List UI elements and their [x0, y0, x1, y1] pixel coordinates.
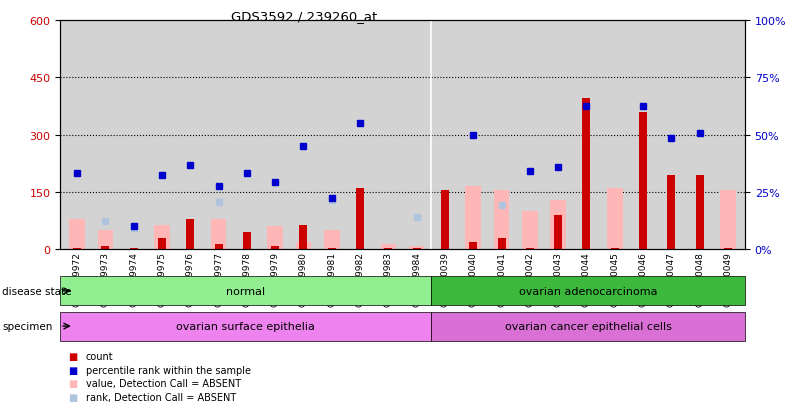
Bar [639, 112, 647, 250]
Text: GDS3592 / 239260_at: GDS3592 / 239260_at [231, 10, 377, 23]
Text: ovarian adenocarcinoma: ovarian adenocarcinoma [519, 286, 658, 296]
Bar [522, 211, 537, 250]
Bar [300, 225, 308, 250]
Bar [696, 176, 703, 250]
Bar [409, 246, 425, 250]
Bar [465, 187, 481, 250]
Bar [73, 248, 81, 250]
Bar [130, 248, 138, 250]
Text: ■: ■ [68, 351, 78, 361]
Text: value, Detection Call = ABSENT: value, Detection Call = ABSENT [86, 378, 241, 388]
Bar [724, 248, 732, 250]
Bar [526, 248, 533, 250]
Text: ovarian surface epithelia: ovarian surface epithelia [176, 321, 315, 331]
Bar [469, 242, 477, 250]
Bar [60, 277, 431, 306]
Bar [268, 227, 283, 250]
Bar [413, 248, 421, 250]
Bar [324, 231, 340, 250]
Bar [215, 244, 223, 250]
Bar [380, 244, 396, 250]
Bar [243, 233, 251, 250]
Bar [356, 189, 364, 250]
Bar [582, 99, 590, 250]
Bar [211, 219, 227, 250]
Text: specimen: specimen [2, 321, 53, 331]
Text: ■: ■ [68, 392, 78, 402]
Bar [607, 189, 622, 250]
Bar [441, 191, 449, 250]
Bar [431, 277, 745, 306]
Bar [187, 219, 194, 250]
Bar [60, 312, 431, 341]
Text: ovarian cancer epithelial cells: ovarian cancer epithelial cells [505, 321, 671, 331]
Bar [554, 216, 562, 250]
Bar [431, 312, 745, 341]
Bar [667, 176, 675, 250]
Bar [550, 200, 566, 250]
Text: ■: ■ [68, 365, 78, 375]
Bar [98, 231, 113, 250]
Bar [611, 248, 618, 250]
Text: rank, Detection Call = ABSENT: rank, Detection Call = ABSENT [86, 392, 236, 402]
Bar [328, 248, 336, 250]
Bar [154, 225, 170, 250]
Bar [384, 248, 392, 250]
Bar [296, 242, 312, 250]
Bar [272, 246, 279, 250]
Bar [69, 219, 85, 250]
Bar [493, 191, 509, 250]
Text: normal: normal [226, 286, 265, 296]
Text: disease state: disease state [2, 286, 72, 296]
Bar [720, 191, 736, 250]
Text: ■: ■ [68, 378, 78, 388]
Text: percentile rank within the sample: percentile rank within the sample [86, 365, 251, 375]
Bar [497, 238, 505, 250]
Text: count: count [86, 351, 113, 361]
Bar [102, 247, 109, 250]
Bar [158, 238, 166, 250]
